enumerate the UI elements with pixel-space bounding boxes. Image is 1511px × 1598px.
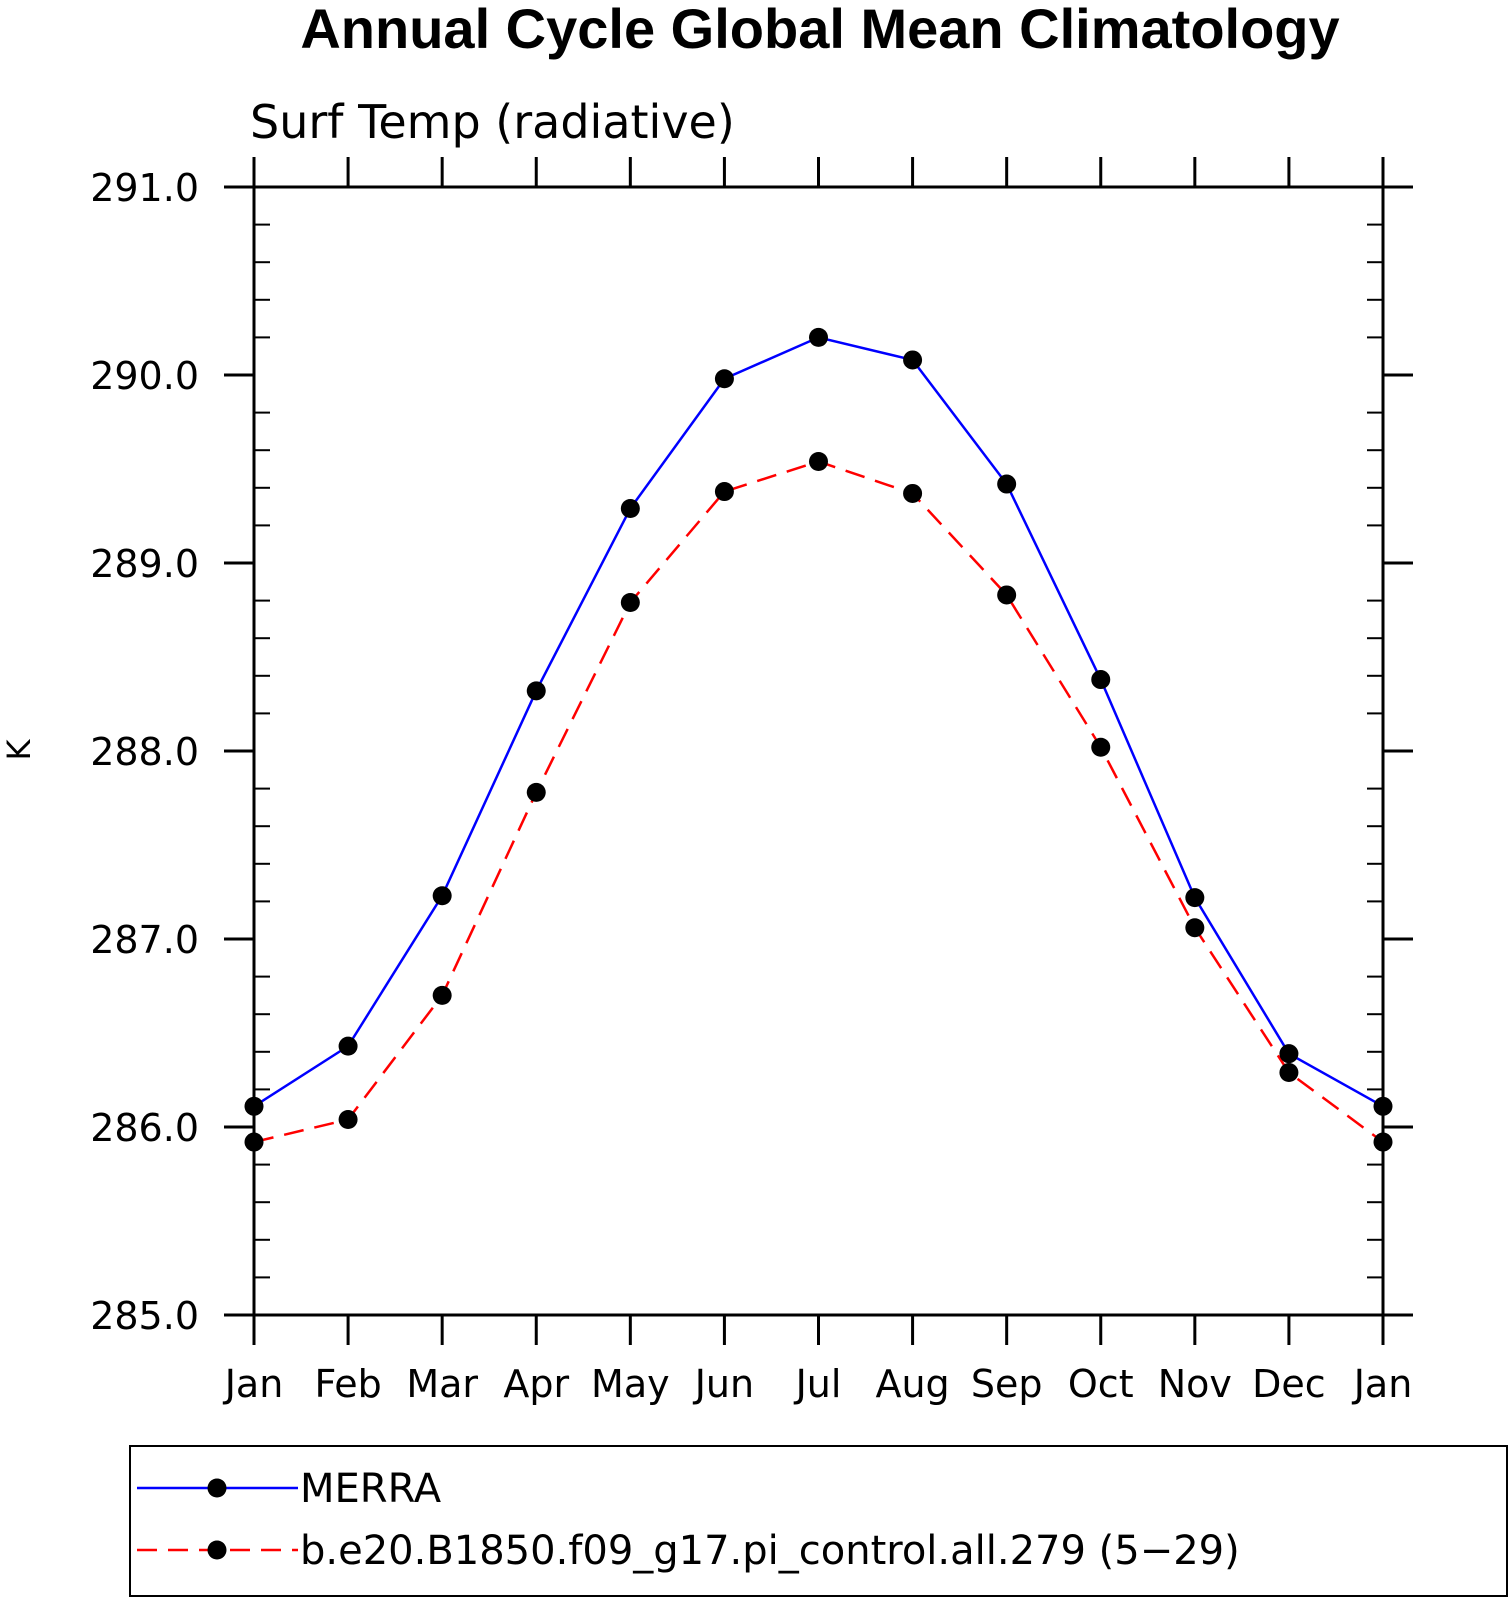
data-point-series-1 bbox=[1279, 1062, 1299, 1082]
y-tick-label: 290.0 bbox=[90, 354, 199, 398]
x-tick-label: Jun bbox=[693, 1362, 754, 1406]
data-point-series-1 bbox=[1185, 918, 1205, 938]
data-point-series-1 bbox=[809, 451, 828, 471]
y-tick-label: 288.0 bbox=[90, 730, 199, 774]
data-point-series-1 bbox=[1373, 1132, 1393, 1152]
data-point-series-1 bbox=[997, 585, 1017, 605]
data-point-series-0 bbox=[526, 681, 546, 701]
data-point-series-0 bbox=[1279, 1044, 1299, 1064]
x-tick-label: Dec bbox=[1252, 1362, 1326, 1406]
legend-label-0: MERRA bbox=[300, 1466, 442, 1512]
legend-marker-1 bbox=[207, 1540, 227, 1560]
x-tick-label: Jan bbox=[1352, 1362, 1413, 1406]
x-tick-label: Oct bbox=[1068, 1362, 1134, 1406]
data-point-series-1 bbox=[338, 1109, 358, 1129]
data-point-series-0 bbox=[1373, 1096, 1393, 1116]
legend: MERRA b.e20.B1850.f09_g17.pi_control.all.… bbox=[137, 1466, 1240, 1574]
x-tick-label: May bbox=[591, 1362, 670, 1406]
legend-label-1: b.e20.B1850.f09_g17.pi_control.all.279 (… bbox=[300, 1528, 1240, 1574]
chart-title: Annual Cycle Global Mean Climatology bbox=[300, 0, 1339, 60]
data-point-series-1 bbox=[620, 592, 640, 612]
y-tick-label: 286.0 bbox=[90, 1106, 199, 1150]
data-point-series-0 bbox=[338, 1036, 358, 1056]
data-point-series-0 bbox=[903, 350, 923, 370]
x-tick-label: Apr bbox=[503, 1362, 569, 1406]
data-point-series-0 bbox=[432, 886, 452, 906]
y-tick-label: 291.0 bbox=[90, 166, 199, 210]
chart-subtitle: Surf Temp (radiative) bbox=[250, 95, 735, 149]
data-point-series-0 bbox=[997, 474, 1017, 494]
data-point-series-1 bbox=[526, 782, 546, 802]
series-line-1 bbox=[253, 460, 1384, 1144]
data-point-series-0 bbox=[244, 1096, 264, 1116]
y-tick-label: 289.0 bbox=[90, 542, 199, 586]
y-axis-ticks: 285.0 286.0 287.0 288.0 289.0 290.0 291.0 bbox=[90, 166, 1413, 1338]
data-point-series-0 bbox=[1185, 888, 1205, 908]
data-point-series-0 bbox=[809, 327, 828, 347]
y-axis-label: K bbox=[0, 738, 38, 760]
x-tick-label: Jul bbox=[794, 1362, 842, 1406]
data-point-series-1 bbox=[432, 985, 452, 1005]
data-point-series-0 bbox=[620, 498, 640, 518]
data-point-series-1 bbox=[244, 1132, 264, 1152]
x-tick-label: Feb bbox=[314, 1362, 381, 1406]
x-tick-label: Nov bbox=[1158, 1362, 1232, 1406]
legend-marker-0 bbox=[207, 1478, 227, 1498]
data-point-series-1 bbox=[714, 482, 734, 502]
legend-box bbox=[129, 1445, 1508, 1597]
x-tick-label: Jan bbox=[223, 1362, 284, 1406]
plot-frame bbox=[252, 185, 1385, 1317]
data-point-series-1 bbox=[1091, 737, 1111, 757]
y-tick-label: 285.0 bbox=[90, 1294, 199, 1338]
x-tick-label: Aug bbox=[875, 1362, 949, 1406]
x-axis-ticks: Jan Feb Mar Apr May Jun Jul Aug Sep Oct Nov Dec Jan bbox=[223, 157, 1413, 1406]
data-point-series-1 bbox=[903, 483, 923, 503]
x-tick-label: Sep bbox=[971, 1362, 1043, 1406]
data-point-series-0 bbox=[714, 369, 734, 389]
series-markers bbox=[244, 327, 1393, 1152]
x-tick-label: Mar bbox=[406, 1362, 478, 1406]
y-tick-label: 287.0 bbox=[90, 918, 199, 962]
data-point-series-0 bbox=[1091, 670, 1111, 690]
